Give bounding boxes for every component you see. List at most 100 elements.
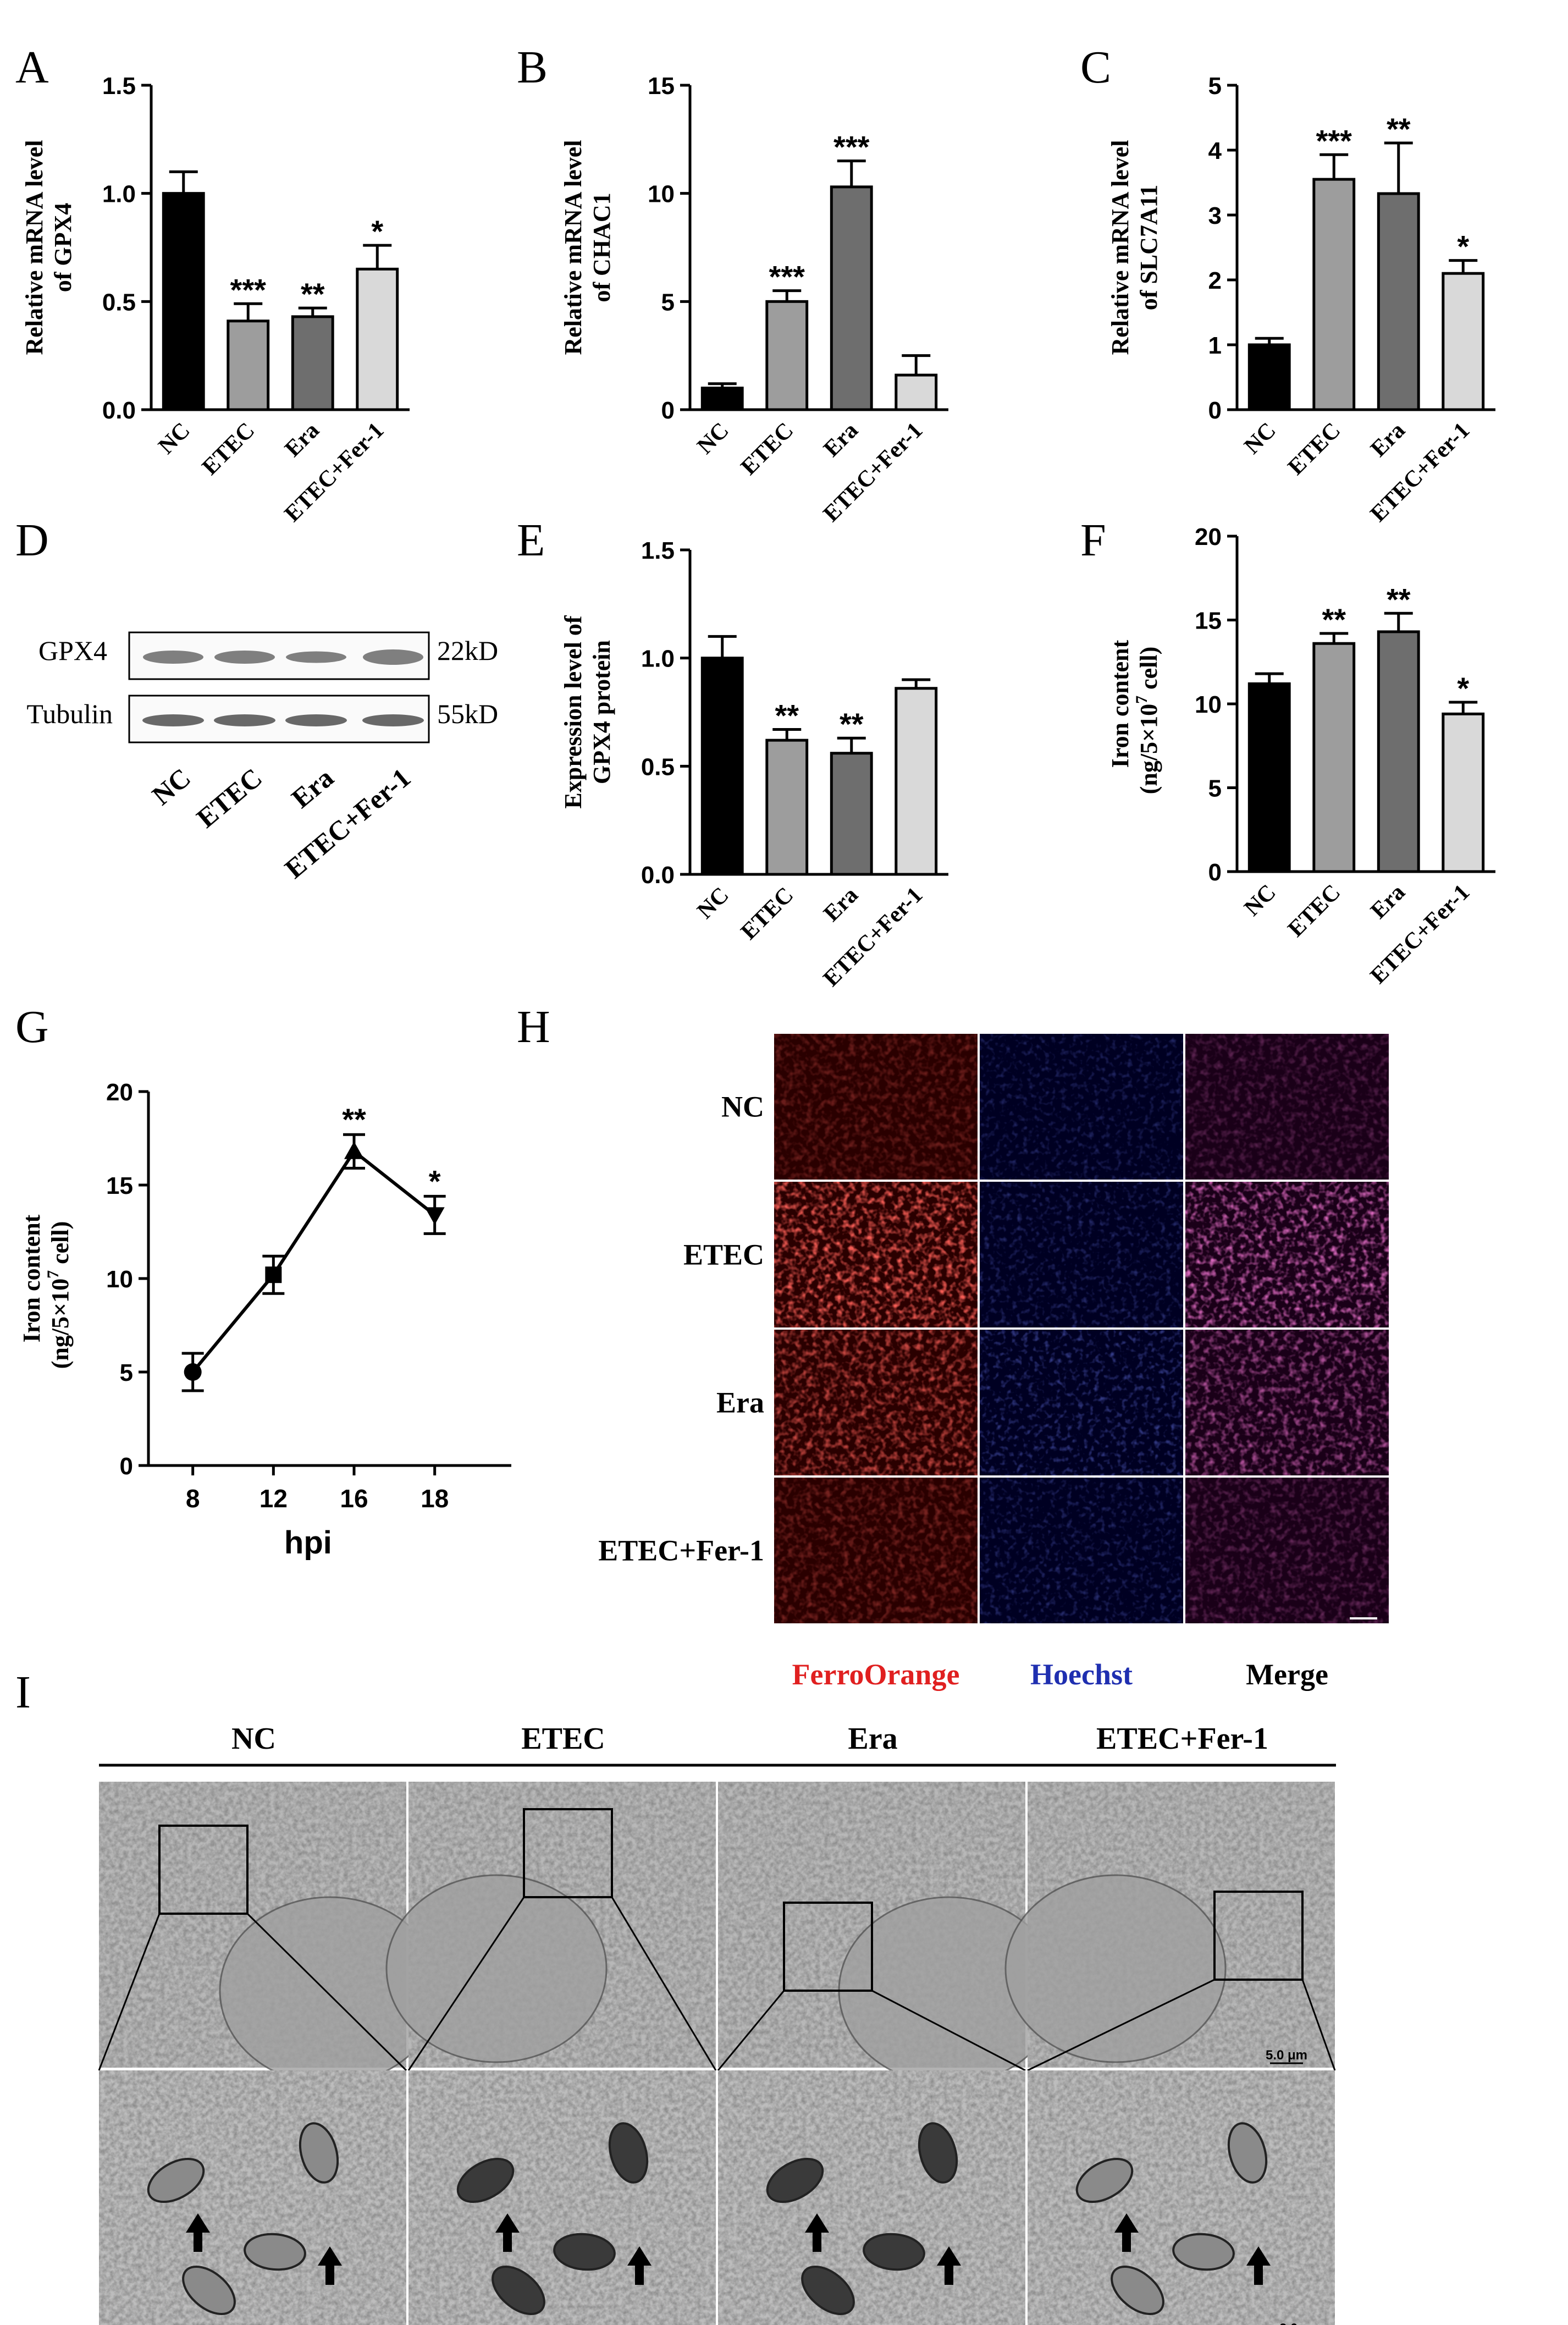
tem-mitochondrion [492,2265,545,2316]
tem-mitochondrion [244,2233,306,2271]
tem-mitochondrion [918,2122,958,2184]
bar-etec [765,300,809,411]
bar-etec-fer-1 [895,373,938,411]
y-axis-label-line: Expression level of [560,615,587,809]
bar-etec [1312,642,1356,873]
blot-band-tubulin [214,714,275,726]
y-tick-label: 5 [120,1359,133,1386]
tem-mitochondrion [608,2122,649,2184]
tem-image-zoom-texture [1028,2070,1335,2325]
tem-zoom-line [246,1913,407,2071]
y-tick-label: 0 [1208,859,1222,886]
y-tick-label: 1.0 [102,181,136,208]
tem-column-label: NC [231,1722,276,1756]
y-tick-label: 2 [1208,267,1222,294]
tem-inset-box [158,1825,249,1915]
significance-marker: ** [1322,602,1346,637]
tem-zoom-line [1301,1979,1336,2071]
series-line [191,1149,436,1373]
bar-nc [700,387,744,411]
y-axis-label: Relative mRNA levelof SLC7A11 [1107,140,1162,355]
x-category-label: NC [153,418,195,459]
blot-band-tubulin [362,714,424,726]
blot-lane-label: ETEC [191,762,268,834]
y-tick-label: 1.5 [641,537,675,564]
significance-marker: ** [1387,582,1411,616]
significance-marker: ** [342,1102,366,1137]
y-tick-label: 10 [106,1266,133,1293]
tem-arrow-icon [805,2213,829,2252]
fluor-column-label: Merge [1246,1658,1328,1691]
y-axis-label-line: Relative mRNA level [1107,140,1134,355]
y-axis-label: Iron content(ng/5×107 cell) [18,1214,74,1369]
tem-scale-label-bottom: 2.0 μm [1279,2321,1321,2325]
fluor-image-ferroorange [774,1478,978,1623]
tem-mitochondrion [182,2265,236,2316]
significance-marker: *** [833,130,870,164]
tem-arrow-icon [495,2213,520,2252]
blot-bands [142,649,424,726]
y-tick-label: 5 [661,289,675,316]
blot-band-tubulin [142,714,204,726]
data-point-triangle-up [344,1141,364,1159]
y-axis-label-line: cell) [47,1221,74,1270]
y-tick-label: 0.5 [641,753,675,780]
bar-nc [1247,343,1291,411]
data-point-triangle-down [424,1207,445,1225]
tem-arrow-icon [627,2246,652,2285]
tem-column-label: ETEC+Fer-1 [1096,1722,1268,1756]
y-tick-label: 20 [106,1079,133,1106]
y-tick-label: 10 [1195,691,1222,718]
x-category-label: ETEC [1283,880,1345,942]
significance-marker: ** [301,277,325,311]
tem-inset-box [1213,1891,1304,1981]
fluorescence-grid: NC ETEC Era ETEC+Fer-1 100μm FerroOrange Hoech… [598,1034,1389,1691]
y-axis-label-line: of GPX4 [49,203,76,293]
bar-etec [765,739,809,876]
fluor-column-label: FerroOrange [792,1658,960,1691]
x-category-label: ETEC [736,883,798,945]
tem-zoom-line [871,1990,1026,2071]
y-axis-label-sup: 7 [44,1270,62,1279]
fluor-image-merge [1185,1478,1389,1623]
blot-band-gpx4 [363,649,423,665]
x-category-label: NC [692,418,733,459]
panel-letter-h: H [517,1001,550,1053]
data-point-circle [184,1363,202,1381]
y-tick-label: 5 [1208,73,1222,100]
tem-mitochondrion [801,2265,855,2316]
x-tick-label: 16 [340,1484,368,1513]
panel-letter-e: E [517,515,545,566]
fluor-row-label: ETEC [683,1238,764,1271]
y-tick-label: 15 [106,1172,133,1199]
tem-image-zoom-texture [718,2070,1025,2325]
y-tick-label: 1.0 [641,646,675,673]
fluor-image-hoechst [980,1330,1183,1475]
x-tick-label: 18 [421,1484,449,1513]
x-axis-label: hpi [284,1525,332,1561]
x-category-label: Era [819,418,863,462]
x-category-label: ETEC [1283,418,1345,480]
y-axis-label-line: Relative mRNA level [560,140,587,355]
blot-label-gpx4: GPX4 [38,635,107,666]
bar-etec [227,319,270,411]
tem-zoom-line [1027,1979,1215,2071]
x-category-label: NC [692,883,733,924]
tem-image-zoom-texture [99,2070,406,2325]
bar-etec-fer-1 [1442,272,1485,411]
panel-letter-i: I [15,1667,31,1718]
fluor-image-ferroorange [774,1182,978,1327]
significance-marker: ** [775,698,799,732]
fluor-image-hoechst [980,1478,1183,1623]
x-tick-label: 8 [186,1484,200,1513]
tem-zoom-line [611,1897,717,2071]
bar-nc [162,192,205,411]
x-category-label: Era [280,418,324,462]
y-tick-label: 0 [1208,397,1222,424]
bar-nc [1247,682,1291,873]
tem-panel: NC ETEC Era ETEC+Fer-1 5.0 μm 2.0 μm [98,1722,1336,2325]
